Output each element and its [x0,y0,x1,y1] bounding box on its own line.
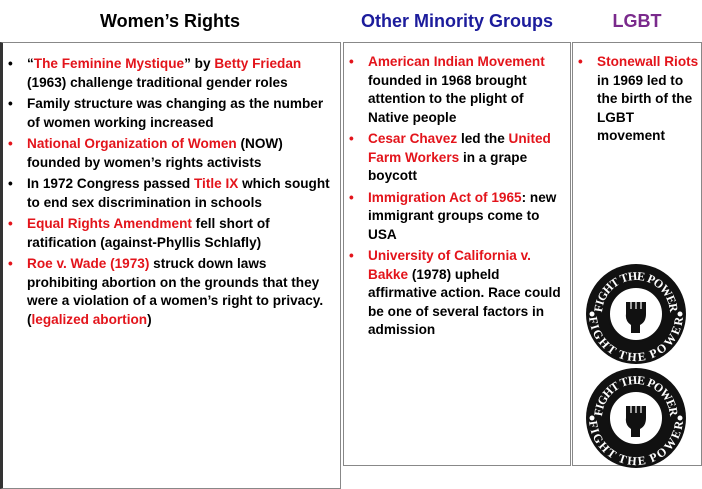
text-run: Family structure was changing as the num… [27,96,323,130]
text-run: “ [27,56,34,71]
bullet-mark: • [8,135,13,154]
text-run: Title IX [194,176,238,191]
text-run: ) [147,312,152,327]
bullet-mark: • [349,130,354,149]
bullet: • Family structure was changing as the nu… [3,95,332,132]
star [590,312,595,317]
column-box: • “The Feminine Mystique” by Betty Frieda… [0,42,341,489]
column-title: Other Minority Groups [343,0,571,42]
bullet-mark: • [8,55,13,74]
bullet: •In 1972 Congress passed Title IX which … [3,175,332,212]
text-run: Cesar Chavez [368,131,457,146]
bullet: • “The Feminine Mystique” by Betty Frieda… [3,55,332,92]
star [590,416,595,421]
bullet-mark: • [578,53,583,72]
text-run: in 1969 led to the birth of the LGBT mov… [597,73,692,144]
text-run: Immigration Act of 1965 [368,190,522,205]
bullet-mark: • [8,95,13,114]
bullet: •Equal Rights Amendment fell short of ra… [3,215,332,252]
text-run: Roe v. Wade (1973) [27,256,149,271]
bullet-list: • American Indian Movement founded in 196… [344,53,566,340]
text-run: National Organization of Women [27,136,237,151]
text-run: Stonewall Riots [597,54,698,69]
bullet-mark: • [8,255,13,274]
text-run: founded in 1968 brought attention to the… [368,73,527,125]
bullet: • American Indian Movement founded in 196… [344,53,566,127]
text-run: (1963) challenge traditional gender role… [27,75,288,90]
bullet: •University of California v. Bakke (1978… [344,247,566,340]
column-title: LGBT [572,0,702,42]
column-title: Women’s Rights [0,0,340,42]
text-run: Equal Rights Amendment [27,216,192,231]
text-run: In 1972 Congress passed [27,176,194,191]
bullet: •Immigration Act of 1965: new immigrant … [344,189,566,245]
text-run: ” by [184,56,214,71]
slide: Women’s Rights Other Minority Groups LGB… [0,0,702,489]
bullet-mark: • [349,189,354,208]
bullet: • Stonewall Riots in 1969 led to the birt… [573,53,699,146]
text-run: legalized abortion [32,312,148,327]
bullet-list: • “The Feminine Mystique” by Betty Frieda… [3,55,332,329]
text-run: American Indian Movement [368,54,545,69]
star [678,312,683,317]
bullet: •Cesar Chavez led the United Farm Worker… [344,130,566,186]
text-run: Betty Friedan [214,56,301,71]
bullet-mark: • [349,53,354,72]
bullet: •National Organization of Women (NOW) fo… [3,135,332,172]
bullet-list: • Stonewall Riots in 1969 led to the birt… [573,53,699,146]
text-run: The Feminine Mystique [34,56,184,71]
text-run: led the [457,131,508,146]
bullet-mark: • [349,247,354,266]
bullet: •Roe v. Wade (1973) struck down laws pro… [3,255,332,329]
column-box: • American Indian Movement founded in 196… [343,42,571,466]
bullet-mark: • [8,175,13,194]
star [678,416,683,421]
bullet-mark: • [8,215,13,234]
